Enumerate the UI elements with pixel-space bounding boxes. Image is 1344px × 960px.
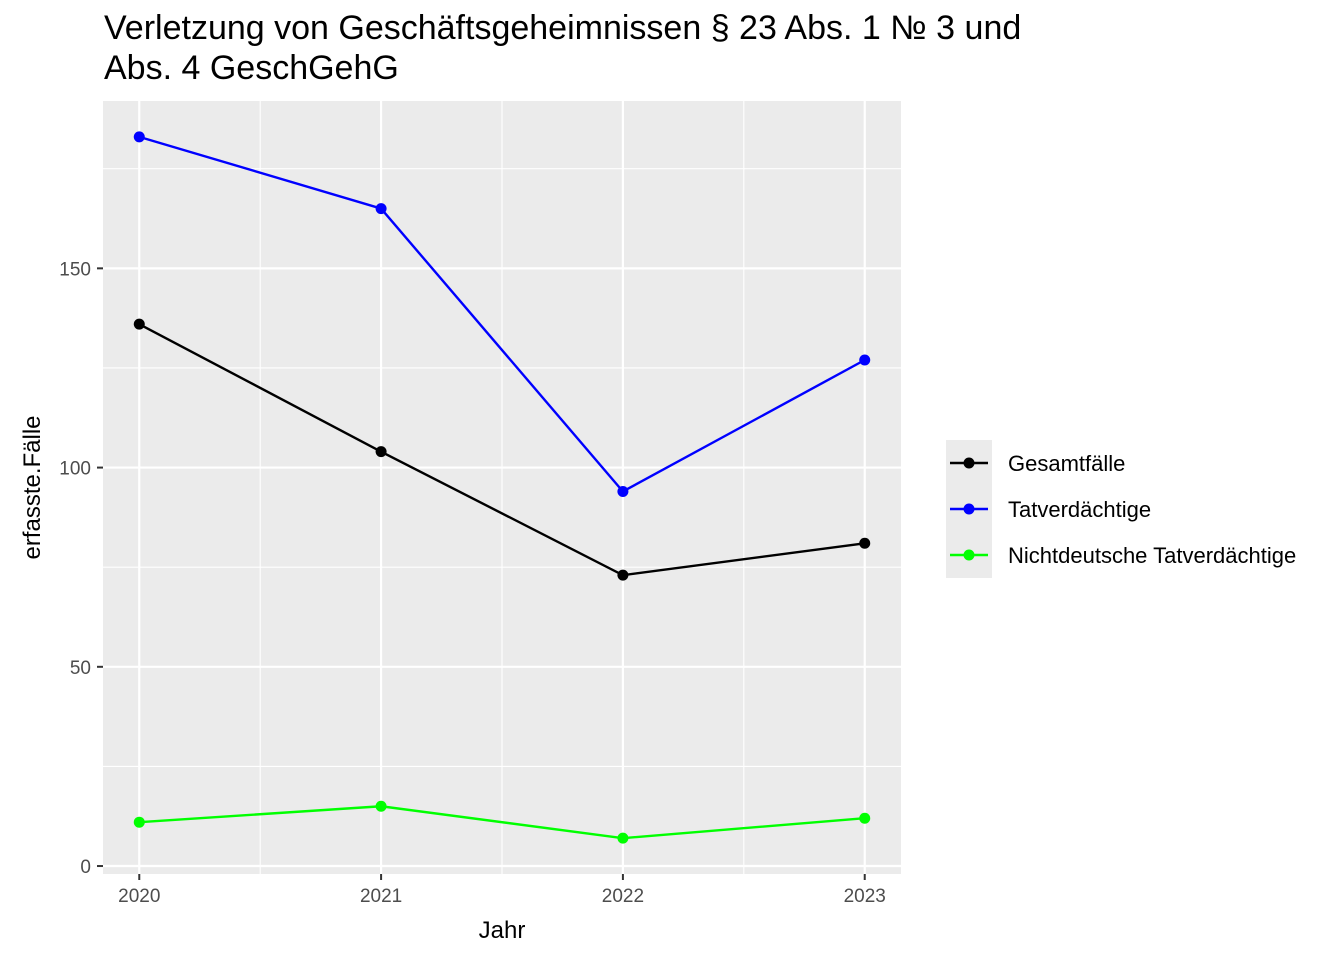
legend-item: Nichtdeutsche Tatverdächtige bbox=[946, 532, 1344, 578]
data-point bbox=[375, 203, 387, 215]
data-point bbox=[859, 812, 871, 824]
minor-gridlines bbox=[103, 101, 901, 874]
data-point bbox=[133, 318, 145, 330]
legend-key-point bbox=[963, 549, 975, 561]
data-point bbox=[859, 354, 871, 366]
data-point bbox=[133, 816, 145, 828]
data-point bbox=[617, 485, 629, 497]
data-point bbox=[375, 800, 387, 812]
legend-label: Tatverdächtige bbox=[1008, 497, 1152, 522]
y-tick-label: 150 bbox=[59, 259, 91, 280]
chart-title: Verletzung von Geschäftsgeheimnissen § 2… bbox=[104, 8, 1204, 88]
y-tick-label: 0 bbox=[80, 857, 91, 878]
legend-key-point bbox=[963, 503, 975, 515]
chart-title-line-1: Verletzung von Geschäftsgeheimnissen § 2… bbox=[104, 9, 1022, 47]
legend-key-point bbox=[963, 457, 975, 469]
data-point bbox=[617, 832, 629, 844]
x-tick-label: 2021 bbox=[360, 886, 402, 907]
x-axis-label: Jahr bbox=[479, 917, 526, 944]
axes: 0 50 100 150 2020 2021 2022 2023 bbox=[59, 259, 886, 907]
legend-label: Nichtdeutsche Tatverdächtige bbox=[1008, 543, 1297, 568]
series-line-0 bbox=[138, 323, 865, 577]
series-line-2 bbox=[139, 805, 865, 840]
legend-item: Tatverdächtige bbox=[946, 486, 1344, 532]
major-gridlines bbox=[103, 101, 901, 874]
data-point bbox=[617, 569, 629, 581]
series-lines bbox=[138, 135, 866, 840]
x-tick-label: 2022 bbox=[602, 886, 644, 907]
y-axis-label: erfasste.Fälle bbox=[19, 415, 46, 559]
data-point bbox=[375, 446, 387, 458]
legend-label: Gesamtfälle bbox=[1008, 451, 1126, 476]
legend-item: Gesamtfälle bbox=[946, 440, 1344, 486]
x-tick-label: 2020 bbox=[118, 886, 160, 907]
data-point bbox=[859, 537, 871, 549]
chart-title-line-2: Abs. 4 GeschGehG bbox=[104, 49, 399, 87]
series-points bbox=[133, 131, 871, 844]
legend-key bbox=[950, 549, 988, 561]
data-point bbox=[133, 131, 145, 143]
x-tick-label: 2023 bbox=[844, 886, 886, 907]
series-line-1 bbox=[138, 135, 866, 494]
y-tick-label: 50 bbox=[70, 658, 91, 679]
legend-key bbox=[950, 457, 988, 469]
y-tick-label: 100 bbox=[59, 459, 91, 480]
legend-key bbox=[950, 503, 988, 515]
